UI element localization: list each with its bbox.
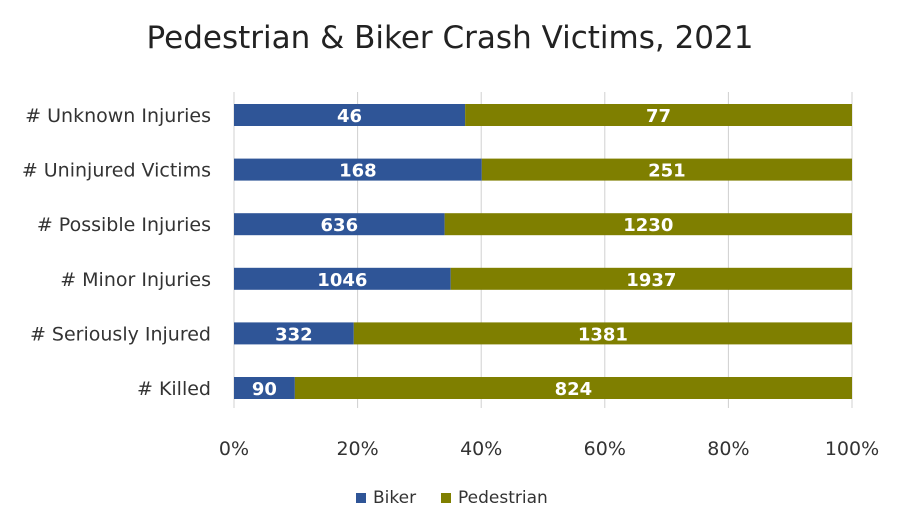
gridlines [233,92,853,408]
legend: Biker Pedestrian [356,488,548,508]
legend-swatch-biker [356,493,366,503]
bar-biker [234,104,466,126]
bar-biker [234,213,445,236]
x-tick-label: 20% [336,438,378,460]
bar-pedestrian [444,213,852,236]
bar-pedestrian [465,104,852,126]
bar-pedestrian [294,377,852,399]
category-label: # Seriously Injured [30,323,211,345]
data-label: 90 [252,379,277,400]
data-label: 251 [648,161,686,182]
data-label: 46 [337,106,362,127]
data-label: 77 [646,106,671,127]
data-label: 636 [321,215,359,236]
bar-pedestrian [481,158,852,181]
data-label: 1046 [317,270,367,291]
category-labels: # Unknown Injuries # Uninjured Victims # P… [22,105,211,400]
x-tick-label: 80% [707,438,749,460]
x-tick-label: 40% [460,438,502,460]
bar-biker [234,322,354,345]
data-label: 1381 [578,324,628,345]
data-label: 168 [339,161,377,182]
category-label: # Unknown Injuries [25,105,211,127]
legend-label-pedestrian: Pedestrian [458,488,548,508]
bar-pedestrian [450,267,852,290]
data-label: 1937 [626,270,676,291]
legend-swatch-pedestrian [441,493,451,503]
bar-pedestrian [353,322,852,345]
legend-label-biker: Biker [373,488,416,508]
bar-biker [234,158,482,181]
bar-biker [234,377,295,399]
category-label: # Possible Injuries [37,214,211,236]
category-label: # Minor Injuries [60,269,211,291]
x-tick-label: 60% [584,438,626,460]
data-label: 332 [275,324,313,345]
bars: 46 77 168 251 636 1230 1046 1937 332 1381 90 824 [234,104,852,400]
data-label: 1230 [623,215,673,236]
x-axis-ticks: 0% 20% 40% 60% 80% 100% [219,438,879,460]
chart-title: Pedestrian & Biker Crash Victims, 2021 [147,20,754,56]
bar-biker [234,267,451,290]
x-tick-label: 100% [825,438,879,460]
data-label: 824 [555,379,593,400]
category-label: # Uninjured Victims [22,160,211,182]
x-tick-label: 0% [219,438,249,460]
category-label: # Killed [137,378,211,400]
